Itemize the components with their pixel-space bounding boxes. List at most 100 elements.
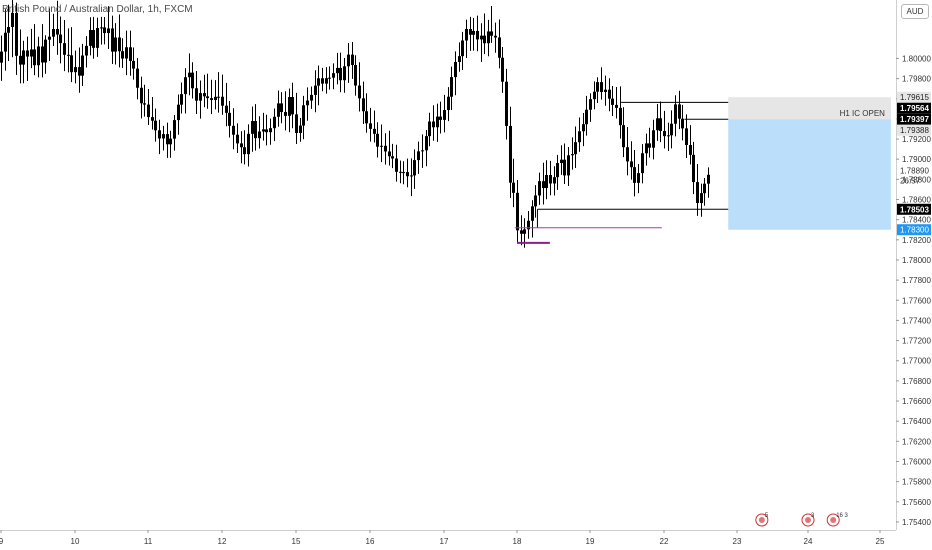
candle-body — [611, 98, 614, 105]
candle-body — [30, 49, 33, 57]
candle-body — [494, 35, 497, 38]
candle-body — [472, 30, 475, 35]
candle-body — [413, 160, 416, 176]
candle-body — [645, 143, 648, 154]
candle-body — [469, 29, 472, 35]
candle-body — [351, 54, 354, 65]
y-tick-label: 1.75600 — [902, 498, 931, 507]
candle-body — [436, 116, 439, 128]
candle-body — [143, 103, 146, 105]
candle-body — [147, 104, 150, 118]
event-markers: 5 3 16 3 — [755, 513, 849, 527]
symbol-title: British Pound / Australian Dollar, 1h, F… — [2, 4, 193, 15]
candle-body — [48, 36, 51, 40]
candle-body — [180, 94, 183, 105]
candle-body — [523, 229, 526, 234]
candle-body — [314, 85, 317, 95]
x-tick-label: 25 — [876, 537, 885, 546]
candle-body — [670, 123, 673, 136]
price-label-bg — [897, 203, 931, 215]
candle-body — [652, 130, 655, 148]
currency-badge[interactable]: AUD — [901, 4, 929, 19]
price-label-bg — [897, 113, 931, 125]
candle-body — [399, 171, 402, 173]
candle-body — [132, 60, 135, 69]
candle-body — [177, 104, 180, 121]
candle-body — [707, 174, 710, 184]
candle-body — [432, 121, 435, 128]
candle-body — [22, 50, 25, 65]
candle-body — [37, 46, 40, 66]
candle-body — [589, 99, 592, 110]
y-tick-label: 1.76600 — [902, 397, 931, 406]
candle-body — [648, 143, 651, 148]
event-count: 5 — [765, 513, 769, 519]
candle-body — [240, 143, 243, 148]
price-label-bg — [897, 124, 931, 136]
y-tick-label: 1.78600 — [902, 196, 931, 205]
candle-body — [154, 120, 157, 131]
price-label: 1.79564 — [900, 104, 929, 113]
candle-body — [169, 138, 172, 145]
x-tick-label: 18 — [513, 537, 522, 546]
x-tick-label: 22 — [660, 537, 669, 546]
candle-body — [358, 85, 361, 99]
candle-body — [556, 163, 559, 178]
candle-body — [365, 111, 368, 124]
candle-body — [15, 12, 18, 56]
candle-body — [228, 112, 231, 126]
candle-body — [600, 82, 603, 92]
candle-body — [284, 112, 287, 116]
stop-zone — [728, 97, 891, 120]
candle-body — [480, 35, 483, 40]
candle-body — [483, 35, 486, 44]
candle-body — [81, 55, 84, 76]
candle-body — [626, 147, 629, 162]
candle-body — [402, 172, 405, 174]
candle-body — [121, 51, 124, 59]
candle-body — [425, 136, 428, 151]
x-tick-label: 12 — [218, 537, 227, 546]
candle-body — [509, 125, 512, 183]
price-label: 1.79388 — [900, 126, 929, 135]
candle-body — [347, 54, 350, 67]
candle-body — [96, 28, 99, 48]
y-tick-label: 1.78000 — [902, 256, 931, 265]
candle-body — [373, 128, 376, 134]
y-tick-label: 1.79800 — [902, 75, 931, 84]
candle-body — [336, 67, 339, 74]
candle-body — [4, 32, 7, 52]
candle-body — [107, 28, 110, 34]
candle-body — [280, 103, 283, 113]
y-tick-label: 1.77000 — [902, 357, 931, 366]
candle-body — [100, 27, 103, 29]
candle-body — [641, 153, 644, 174]
candle-body — [380, 145, 383, 147]
candle-body — [321, 78, 324, 84]
candle-body — [214, 96, 217, 100]
candle-body — [158, 130, 161, 139]
candle-body — [217, 96, 220, 98]
candle-body — [89, 30, 92, 46]
candle-body — [384, 145, 387, 152]
candle-body — [406, 172, 409, 177]
y-tick-label: 1.75400 — [902, 518, 931, 527]
candle-body — [125, 47, 128, 59]
candle-body — [659, 118, 662, 131]
price-label-bg — [897, 224, 931, 236]
candle-body — [619, 107, 622, 126]
candle-body — [563, 159, 566, 176]
candle-body — [633, 167, 636, 183]
candle-body — [490, 31, 493, 36]
candle-body — [542, 181, 545, 189]
y-tick-label: 1.75800 — [902, 478, 931, 487]
candle-body — [332, 73, 335, 78]
candle-body — [538, 181, 541, 196]
price-label-bg — [897, 102, 931, 114]
candle-body — [210, 98, 213, 100]
candle-body — [391, 156, 394, 159]
y-tick-label: 1.77400 — [902, 316, 931, 325]
candle-body — [184, 77, 187, 95]
candle-body — [325, 78, 328, 84]
